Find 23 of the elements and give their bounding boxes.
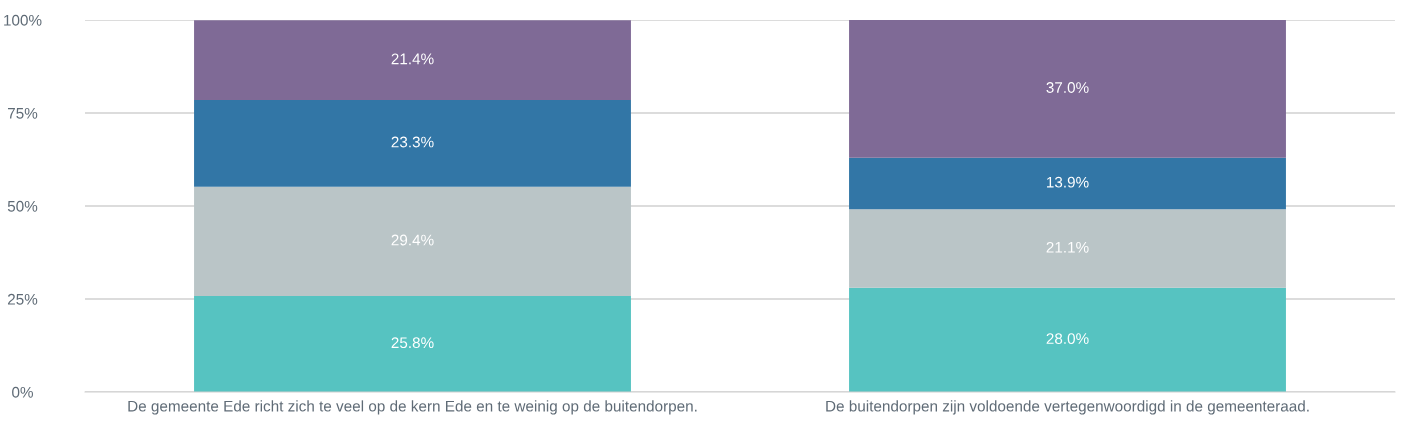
bar xyxy=(849,157,1286,210)
y-tick-label: 75% xyxy=(7,107,38,119)
bar xyxy=(849,287,1286,392)
x-tick-label: De buitendorpen zijn voldoende vertegenwoordigd in de gemeenteraad. xyxy=(826,400,1309,415)
y-tick-label: 25% xyxy=(7,293,38,305)
data-label: 29.4% xyxy=(391,234,434,246)
y-tick-label: 50% xyxy=(7,200,38,212)
data-label: 23.3% xyxy=(391,136,434,148)
y-tick-label: 0% xyxy=(12,386,33,398)
data-label: 21.1% xyxy=(1046,241,1089,253)
x-tick-label: De gemeente Ede richt zich te veel op de kern Ede en te weinig op de buitendorpen. xyxy=(128,400,697,415)
bar xyxy=(849,20,1286,158)
data-label: 21.4% xyxy=(391,53,434,65)
data-label: 25.8% xyxy=(391,337,434,349)
data-label: 28.0% xyxy=(1046,333,1089,345)
bar xyxy=(194,296,631,392)
bar xyxy=(849,209,1286,288)
bar xyxy=(194,20,631,100)
data-label: 13.9% xyxy=(1047,176,1089,188)
y-tick-label: 100% xyxy=(4,14,42,26)
bar xyxy=(194,186,631,297)
bar xyxy=(194,99,631,187)
data-label: 37.0% xyxy=(1046,82,1089,93)
